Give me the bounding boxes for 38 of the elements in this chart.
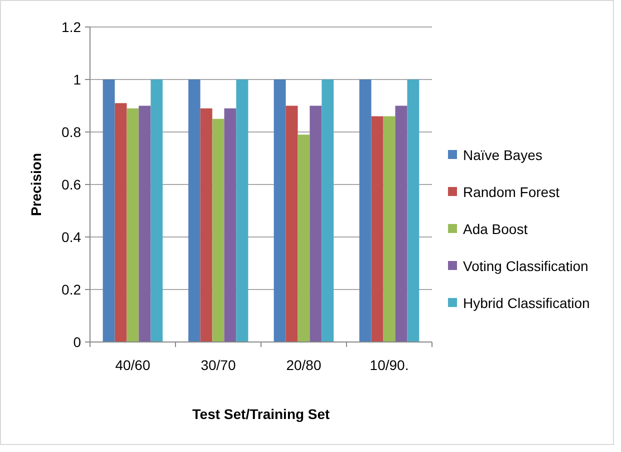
legend-label: Random Forest: [463, 184, 560, 200]
y-tick-label: 1: [73, 71, 82, 88]
y-tick-label: 1.2: [62, 18, 82, 35]
y-tick-label: 0.4: [62, 228, 82, 245]
bar: [383, 116, 396, 342]
y-tick-label: 0.6: [62, 176, 82, 192]
legend-label: Hybrid Classification: [463, 294, 590, 311]
y-tick-label: 0.8: [62, 124, 82, 140]
bar: [200, 108, 212, 342]
bar: [188, 80, 200, 342]
y-tick-label: 0.2: [62, 281, 82, 298]
bar: [371, 116, 384, 342]
bar: [212, 118, 224, 342]
x-tick-label: 40/60: [115, 357, 150, 373]
bar: [286, 106, 298, 342]
legend-label: Voting Classification: [463, 258, 588, 274]
bar: [310, 106, 322, 342]
legend-label: Naïve Bayes: [463, 146, 542, 163]
bar: [114, 103, 127, 342]
bar: [395, 106, 408, 342]
x-tick-label: 30/70: [200, 357, 236, 373]
x-axis-title: Test Set/Training Set: [192, 406, 330, 422]
bar: [322, 80, 334, 342]
bar: [236, 80, 248, 342]
bar: [126, 108, 139, 342]
bar: [138, 106, 151, 342]
bar: [150, 80, 163, 342]
bar: [407, 80, 420, 342]
bar: [102, 80, 115, 342]
legend-label: Ada Boost: [463, 220, 528, 237]
bar: [359, 80, 372, 342]
y-axis-title: Precision: [28, 152, 44, 216]
y-tick-label: 0: [73, 334, 82, 350]
x-tick-label: 10/90.: [370, 357, 409, 373]
bar: [224, 108, 236, 342]
x-tick-label: 20/80: [286, 357, 322, 373]
bar: [298, 134, 310, 342]
bar: [274, 80, 286, 342]
